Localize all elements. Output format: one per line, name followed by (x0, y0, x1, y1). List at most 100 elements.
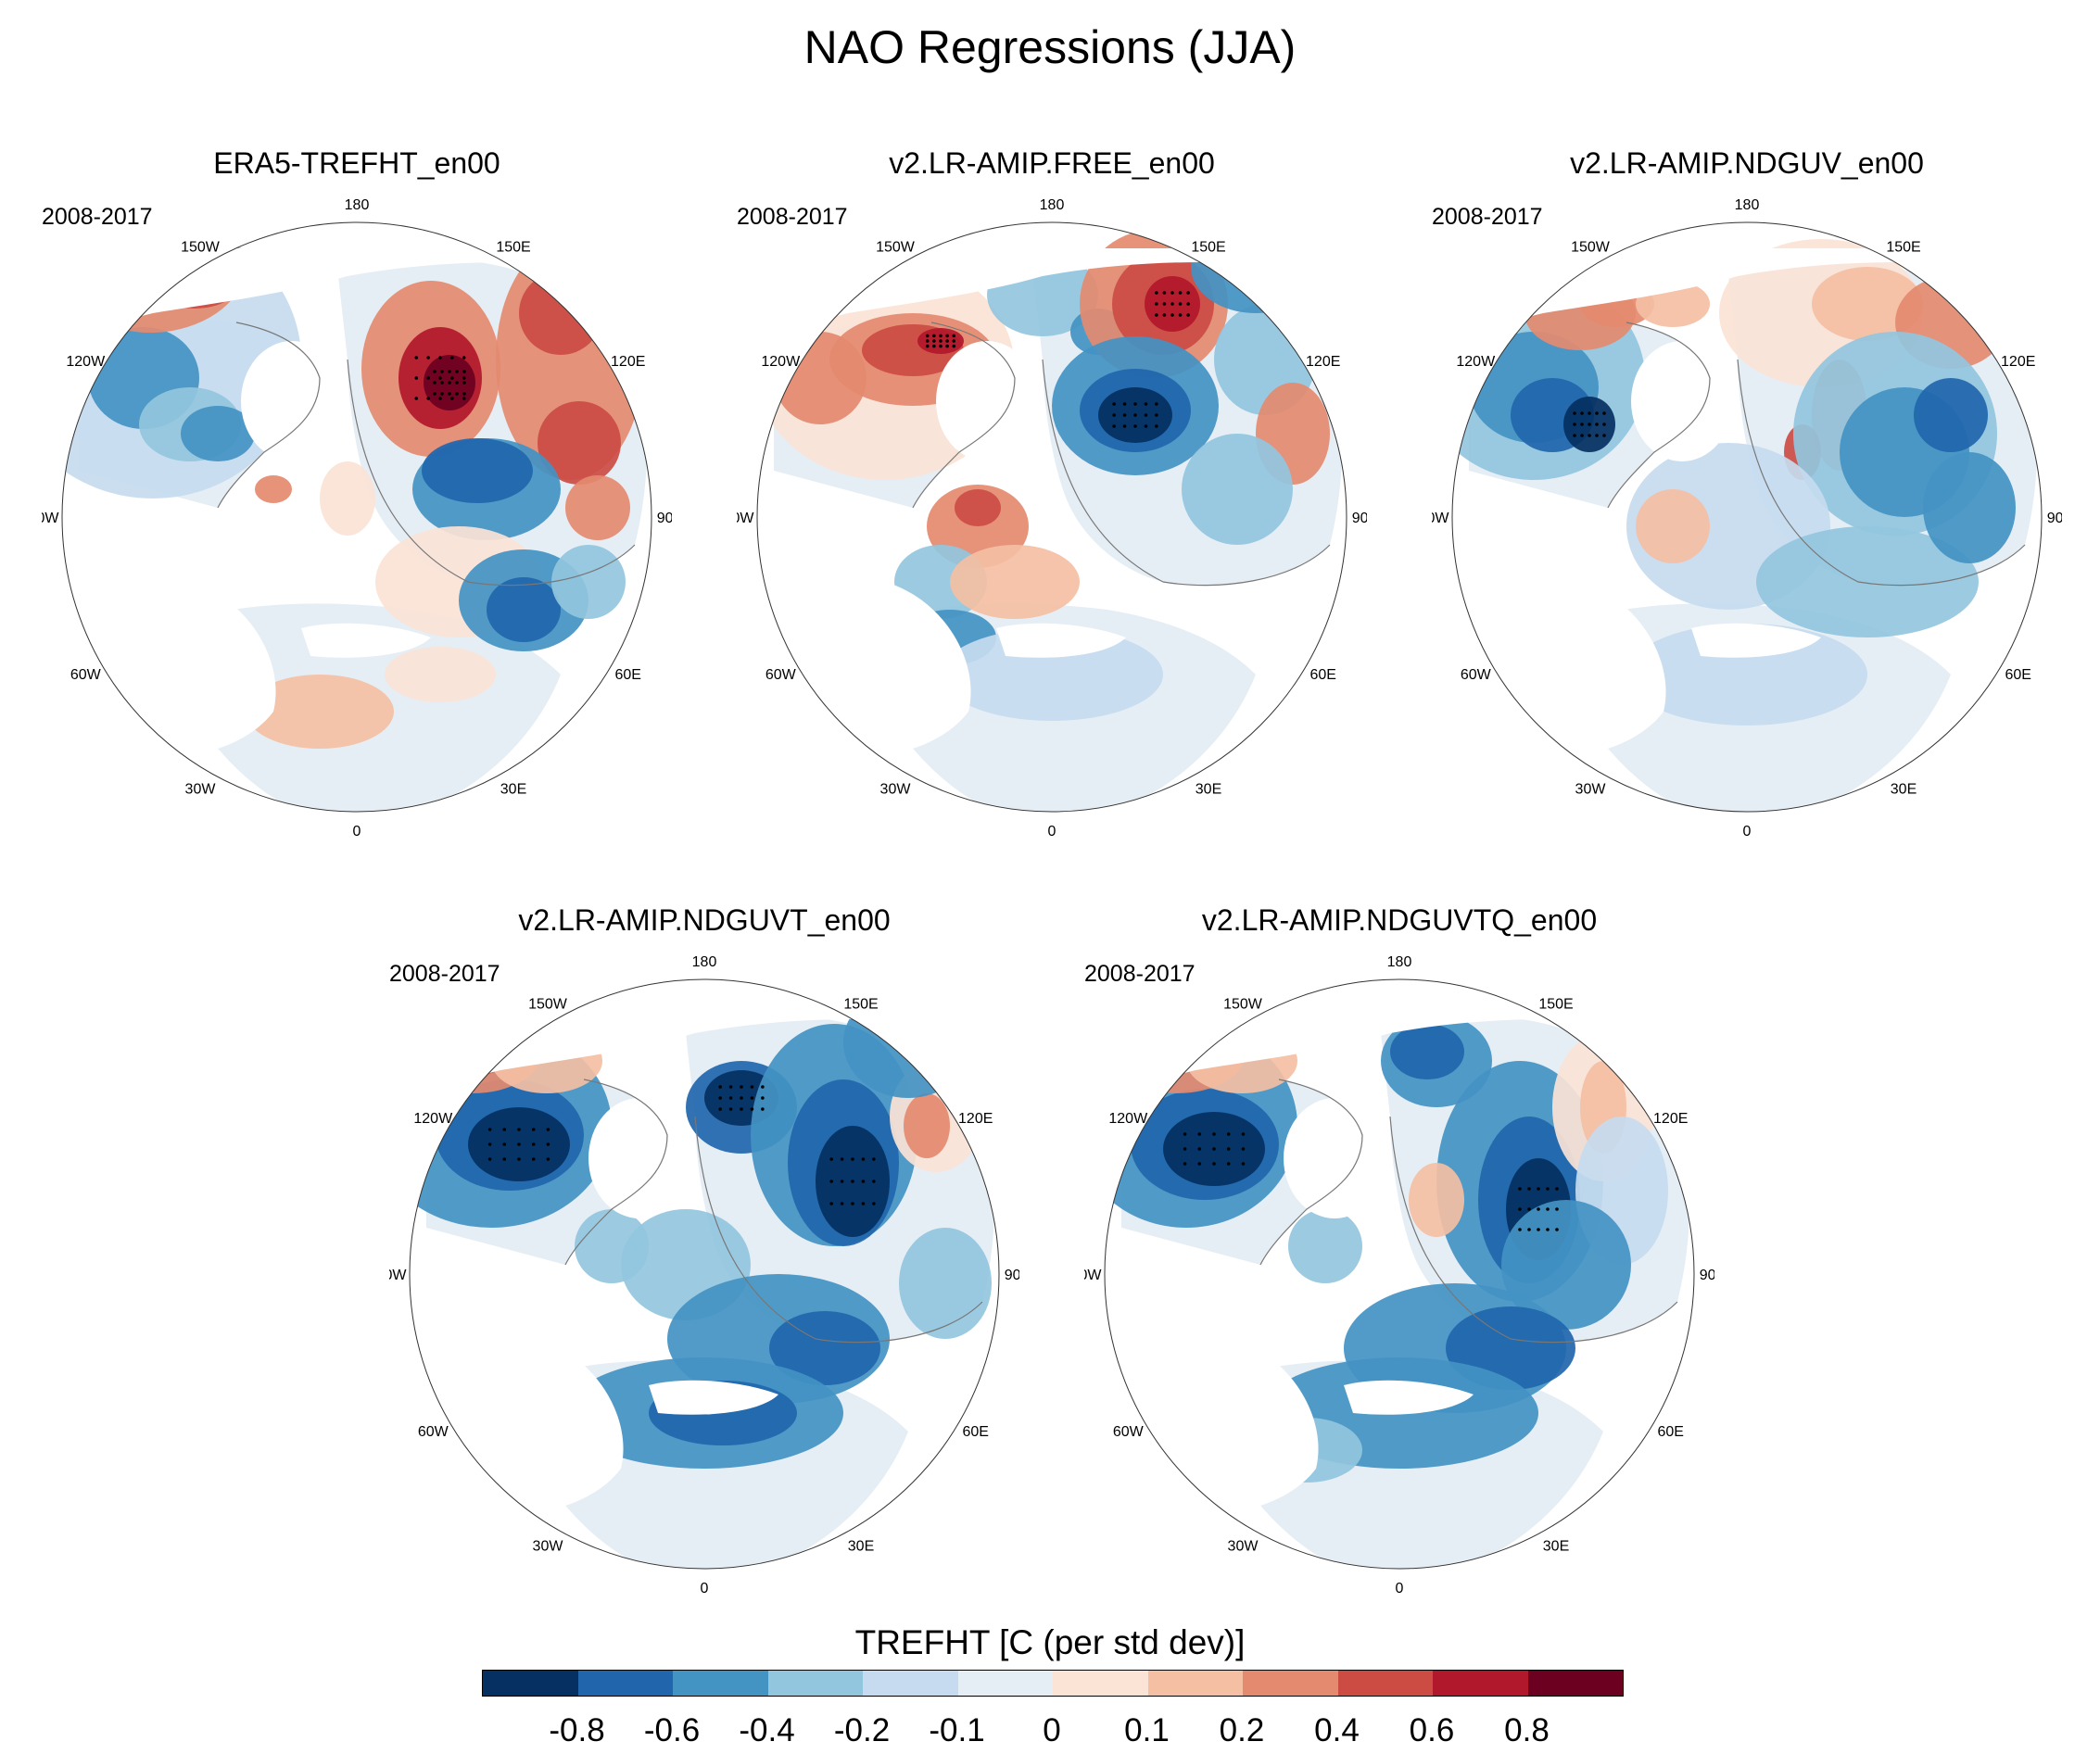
stipple-dot (1169, 1031, 1173, 1035)
stipple-dot (1546, 1207, 1550, 1211)
stipple-dot (840, 1180, 844, 1183)
longitude-label: 30E (1891, 782, 1917, 798)
stipple-dot (945, 334, 949, 338)
stipple-dot (414, 376, 419, 380)
coastline (564, 1079, 668, 1266)
stipple-dot (1170, 302, 1174, 306)
stipple-dot (939, 344, 942, 348)
regression-field-region (519, 271, 602, 355)
arctic-ocean (1631, 341, 1733, 461)
colorbar-box (767, 1671, 863, 1696)
stipple-dot (531, 1128, 536, 1131)
stipple-dot (455, 381, 459, 385)
stipple-dot (433, 370, 436, 373)
stipple-dot (761, 1107, 765, 1111)
panel-period: 2008-2017 (389, 961, 500, 987)
arctic-ocean (1284, 1098, 1385, 1218)
stipple-dot (1241, 1162, 1246, 1166)
longitude-label: 180 (692, 954, 717, 970)
stipple-dot (872, 1157, 876, 1161)
stipple-dot (1595, 434, 1599, 437)
stipple-dot (1133, 424, 1137, 428)
stipple-dot (1197, 1162, 1202, 1166)
field-layer (757, 222, 1347, 812)
coastline (1737, 359, 2026, 587)
stipple-dot (932, 344, 936, 348)
stipple-dot (1212, 1162, 1216, 1166)
stipple-dot (1133, 413, 1137, 417)
regression-field-region (904, 1093, 950, 1158)
stipple-dot (1527, 1228, 1531, 1231)
longitude-label: 60E (962, 1424, 988, 1440)
stipple-dot (718, 1085, 722, 1089)
regression-field-region (385, 647, 496, 702)
stipple-dot (952, 344, 956, 348)
stipple-dot (1241, 1132, 1246, 1136)
field-layer (62, 222, 652, 812)
mediterranean-sea (996, 623, 1126, 658)
regression-field-region (487, 577, 561, 642)
longitude-label: 150W (528, 996, 568, 1012)
stipple-dot (1162, 291, 1167, 295)
stipple-dot (861, 1180, 866, 1183)
stipple-dot (1112, 402, 1116, 406)
mediterranean-sea (1691, 623, 1821, 658)
pacific-ocean (774, 248, 1347, 332)
stipple-dot (1155, 402, 1158, 406)
panel-title: v2.LR-AMIP.NDGUVTQ_en00 (1201, 903, 1598, 937)
stipple-dot (414, 356, 419, 360)
stipple-dot (829, 1157, 833, 1161)
stipple-dot (1122, 413, 1127, 417)
stipple-dot (1588, 434, 1591, 437)
stipple-dot (750, 1096, 754, 1100)
longitude-label: 120W (761, 354, 801, 370)
stipple-dot (462, 392, 466, 396)
stipple-dot (1241, 1147, 1246, 1151)
mediterranean-sea (649, 1380, 778, 1415)
stipple-dot (1201, 1041, 1205, 1044)
stipple-dot (851, 1157, 854, 1161)
figure-title: NAO Regressions (JJA) (803, 21, 1297, 73)
map-boundary (1451, 221, 2043, 813)
stipple-dot (1122, 402, 1127, 406)
map-boundary (1104, 978, 1695, 1570)
longitude-label: 150W (181, 239, 221, 255)
stipple-dot (1580, 434, 1584, 437)
colorbar-box (1147, 1671, 1243, 1696)
colorbar-box (483, 1671, 578, 1696)
stipple-dot (448, 370, 451, 373)
longitude-label: 0 (1743, 824, 1752, 839)
colorbar-tick-label: 0.2 (1219, 1712, 1265, 1748)
regression-field-region (1914, 378, 1988, 452)
longitude-label: 120E (2001, 354, 2035, 370)
stipple-dot (1546, 1187, 1550, 1191)
longitude-label: 150W (1223, 996, 1263, 1012)
regression-field-region (950, 545, 1080, 619)
stipple-dot (448, 381, 451, 385)
stipple-dot (450, 356, 454, 360)
stipple-dot (1178, 291, 1183, 295)
polar-map: 180 150E 120E 90E 60E 30E 0 30W 60W 90W 120W 150W (1432, 197, 2062, 839)
stipple-dot (1112, 413, 1116, 417)
stipple-dot (750, 1085, 754, 1089)
map-panel-ndguvtq: v2.LR-AMIP.NDGUVTQ_en00 2008-2017 180 150… (1084, 903, 1714, 1663)
stipple-dot (1186, 291, 1190, 295)
pacific-ocean (1121, 1005, 1694, 1089)
regression-field-region (320, 461, 375, 536)
stipple-dot (1518, 1207, 1522, 1211)
colorbar-box (1053, 1671, 1148, 1696)
stipple-dot (1169, 1050, 1173, 1054)
stipple-dot (1580, 423, 1584, 426)
regression-field-region (1390, 1024, 1464, 1079)
map-boundary (409, 978, 1000, 1570)
stipple-dot (438, 376, 442, 380)
stipple-dot (1537, 1207, 1540, 1211)
stipple-dot (433, 392, 436, 396)
stipple-dot (939, 339, 942, 343)
stipple-dot (438, 356, 442, 360)
stipple-dot (1595, 423, 1599, 426)
panel-period: 2008-2017 (42, 204, 153, 230)
stipple-dot (517, 1157, 521, 1161)
regression-field-region (565, 475, 630, 540)
panel-title: ERA5-TREFHT_en00 (213, 146, 500, 180)
